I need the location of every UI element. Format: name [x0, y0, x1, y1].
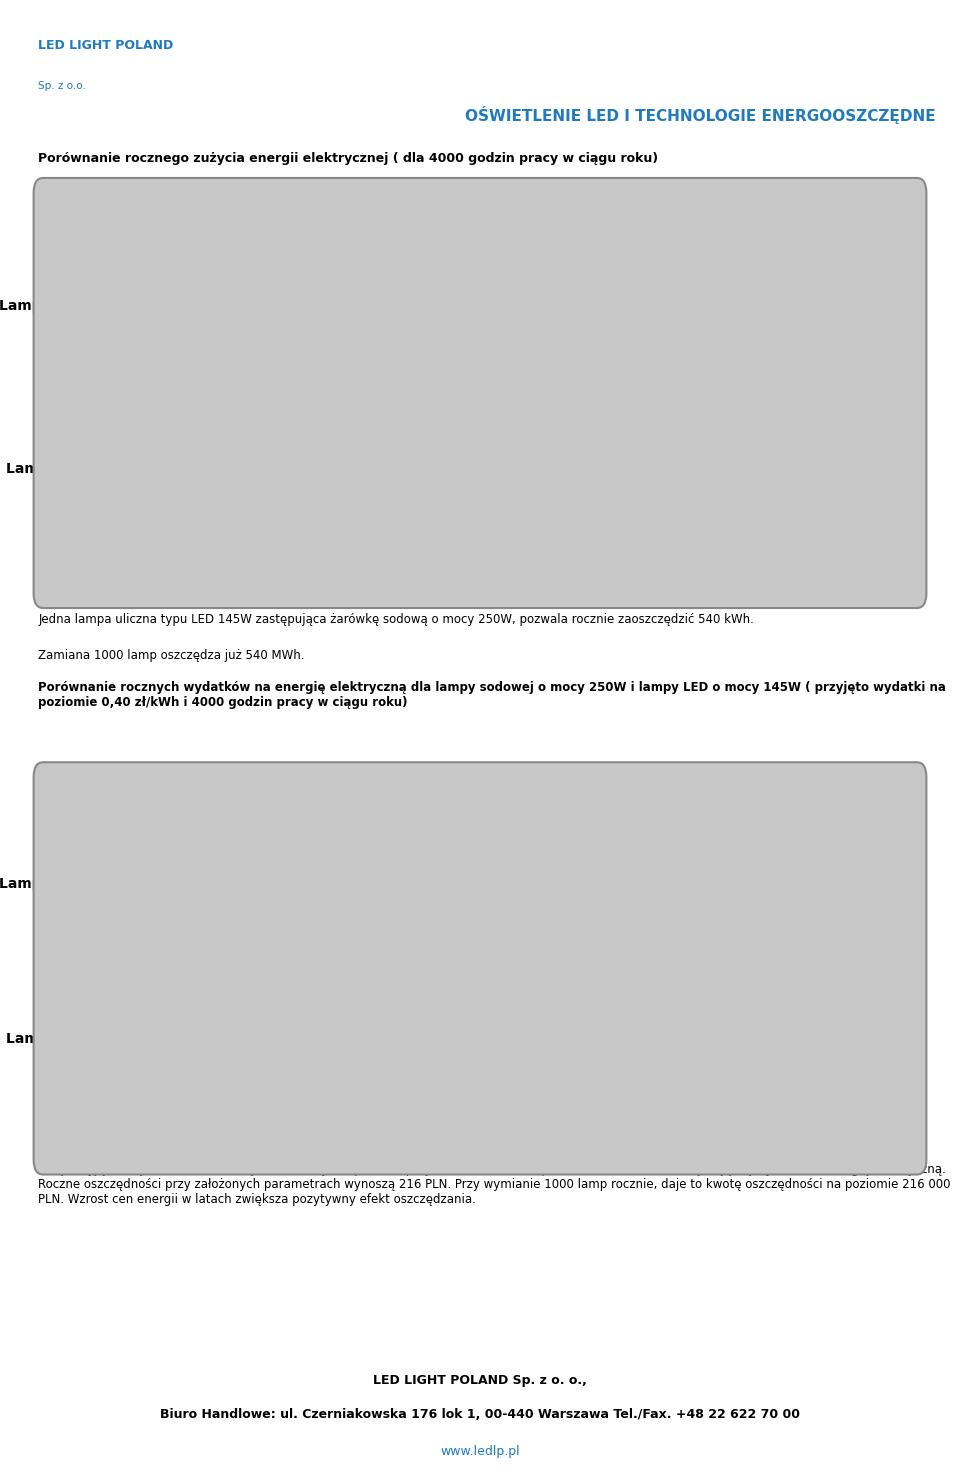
Text: 1120: 1120 [476, 304, 518, 319]
Text: 232: 232 [313, 1037, 346, 1053]
Text: LED LIGHT POLAND Sp. z o. o.,: LED LIGHT POLAND Sp. z o. o., [373, 1373, 587, 1387]
Bar [163, 1003, 495, 1087]
Text: Roczne koszty energii elektrycznej (PLN): Roczne koszty energii elektrycznej (PLN) [274, 782, 686, 799]
Text: LED LIGHT POLAND: LED LIGHT POLAND [38, 40, 174, 52]
Bar [163, 267, 830, 356]
Bar [163, 430, 509, 519]
Bar [163, 847, 804, 931]
Text: Roczne zużycie energii ( kWh): Roczne zużycie energii ( kWh) [328, 199, 632, 217]
Text: Zamiana 1000 lamp oszczędza już 540 MWh.: Zamiana 1000 lamp oszczędza już 540 MWh. [38, 650, 305, 661]
Text: Sp. z o.o.: Sp. z o.o. [38, 82, 86, 90]
Text: Jedna lampa uliczna typu LED 145W zastępująca żarówkę sodową o mocy 250W, pozwal: Jedna lampa uliczna typu LED 145W zastęp… [38, 614, 755, 626]
Text: 448: 448 [468, 881, 499, 897]
Text: www.ledlp.pl: www.ledlp.pl [441, 1444, 519, 1458]
Text: Dzięki wyjątkowej możliwości zmniejszenia mocy lamp o 50% przy zastosowaniu lamp: Dzięki wyjątkowej możliwości zmniejszeni… [38, 1163, 951, 1206]
X-axis label: PLN: PLN [504, 1158, 538, 1173]
Text: 580: 580 [320, 467, 352, 482]
X-axis label: kWh: kWh [502, 592, 540, 607]
Text: Biuro Handlowe: ul. Czerniakowska 176 lok 1, 00-440 Warszawa Tel./Fax. +48 22 62: Biuro Handlowe: ul. Czerniakowska 176 lo… [160, 1407, 800, 1421]
Text: Porównanie rocznych wydatków na energię elektryczną dla lampy sodowej o mocy 250: Porównanie rocznych wydatków na energię … [38, 681, 947, 709]
Text: Porównanie rocznego zużycia energii elektrycznej ( dla 4000 godzin pracy w ciągu: Porównanie rocznego zużycia energii elek… [38, 153, 659, 165]
Text: OŚWIETLENIE LED I TECHNOLOGIE ENERGOOSZCZĘDNE: OŚWIETLENIE LED I TECHNOLOGIE ENERGOOSZC… [466, 105, 936, 125]
